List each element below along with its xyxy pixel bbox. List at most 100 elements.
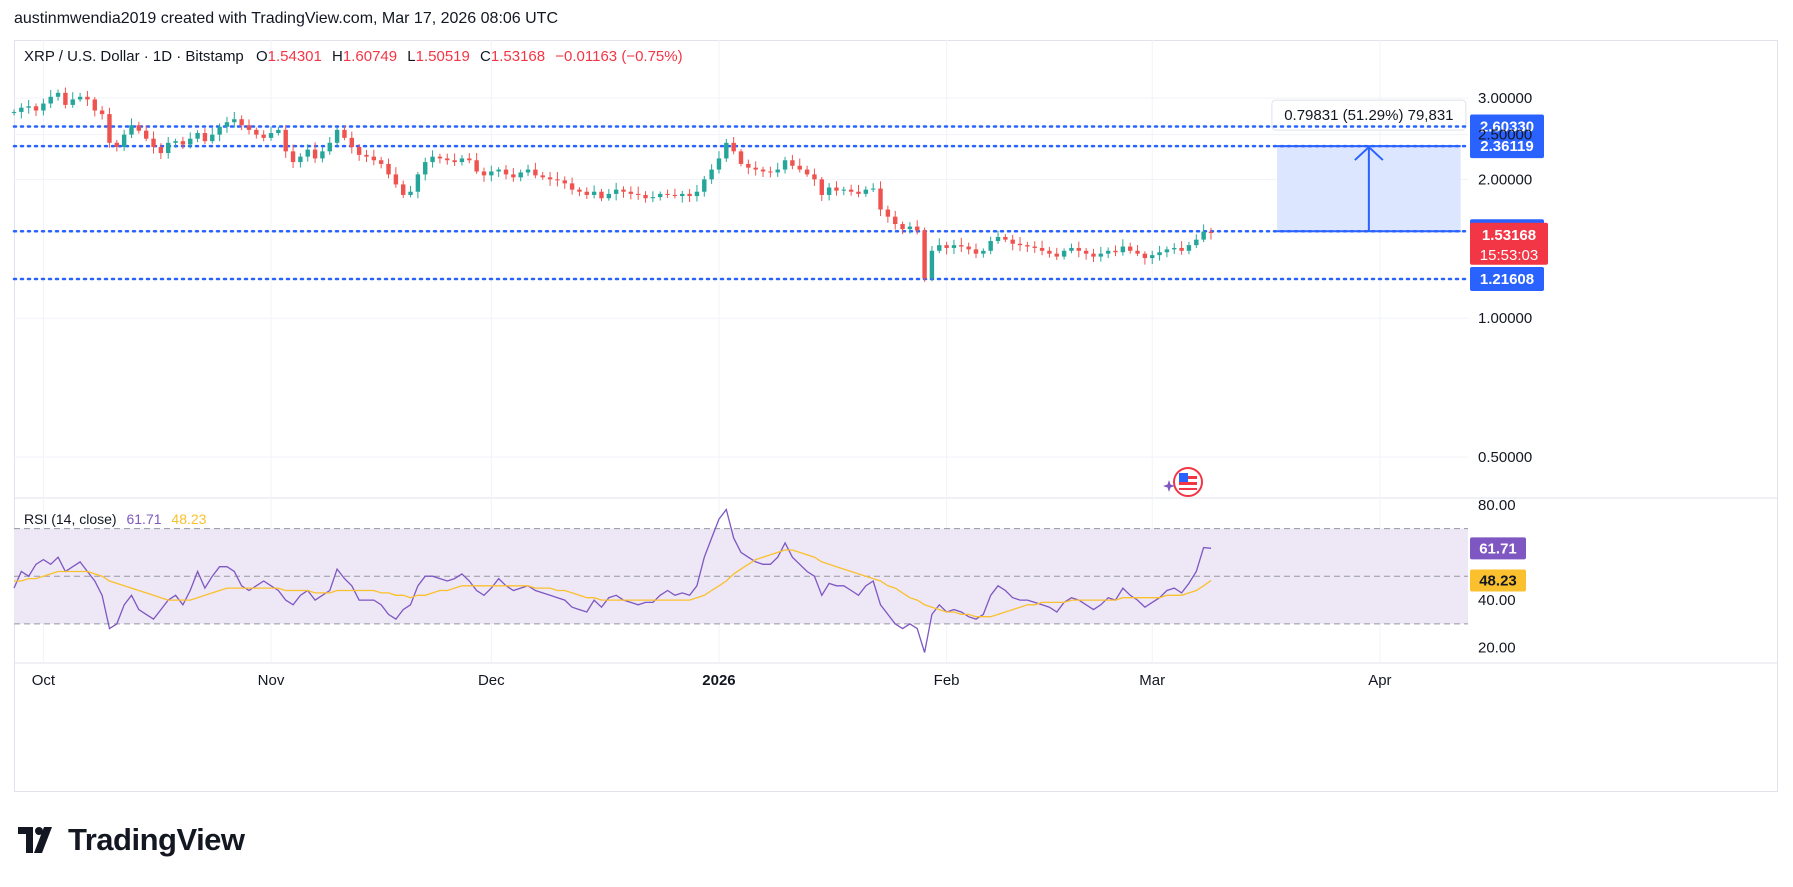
candle-body xyxy=(702,179,707,192)
legend-close-value: 1.53168 xyxy=(491,48,545,65)
candle-body xyxy=(158,147,164,154)
candle-body xyxy=(1113,250,1118,253)
candle-body xyxy=(320,151,325,159)
candle-body xyxy=(591,191,597,195)
candle-body xyxy=(55,92,61,97)
candle-body xyxy=(775,169,780,173)
candle-body xyxy=(1054,253,1059,257)
candle-body xyxy=(540,175,545,178)
rsi-axis-tick: 80.00 xyxy=(1478,497,1516,514)
candle-body xyxy=(129,125,134,135)
tradingview-logo-text: TradingView xyxy=(68,822,245,857)
candle-body xyxy=(1164,249,1170,253)
candle-body xyxy=(467,158,472,161)
candle-body xyxy=(643,194,648,199)
rsi-ma-legend-value: 48.23 xyxy=(171,511,206,527)
current-price-text: 1.53168 xyxy=(1482,227,1536,244)
candle-body xyxy=(790,160,795,166)
candle-body xyxy=(1061,250,1067,257)
candle-body xyxy=(1186,245,1192,251)
rsi-value-tag-text: 61.71 xyxy=(1479,540,1517,557)
legend: XRP / U.S. Dollar · 1D · Bitstamp O1.543… xyxy=(24,48,683,65)
candle-body xyxy=(922,230,927,279)
candle-body xyxy=(254,129,259,135)
current-price-tag xyxy=(1470,222,1548,265)
chart-canvas[interactable]: 0.79831 (51.29%) 79,831 2.60330 2.36119 1.… xyxy=(0,0,1793,800)
candle-body xyxy=(33,106,39,111)
candle-body xyxy=(114,142,120,148)
candle-body xyxy=(709,169,714,180)
candle-body xyxy=(356,147,362,155)
level-price-tag xyxy=(1470,134,1544,159)
candles-layer xyxy=(11,87,1214,282)
candle-body xyxy=(863,189,869,194)
measure-tool[interactable]: 0.79831 (51.29%) 79,831 xyxy=(1271,99,1467,233)
candle-body xyxy=(621,189,626,192)
candle-body xyxy=(210,134,215,142)
candle-body xyxy=(342,129,347,138)
candle-body xyxy=(489,171,494,176)
candle-body xyxy=(525,169,531,173)
candle-body xyxy=(834,187,839,191)
rsi-line xyxy=(13,508,1212,653)
candle-body xyxy=(143,130,149,139)
price-axis-tick: 2.50000 xyxy=(1478,127,1532,144)
candle-body xyxy=(782,160,788,170)
candle-body xyxy=(599,191,604,199)
candle-body xyxy=(1135,250,1140,254)
time-axis-tick: Nov xyxy=(258,672,285,689)
candle-body xyxy=(437,156,443,159)
candle-body xyxy=(768,171,773,173)
candle-body xyxy=(1194,239,1199,246)
candle-body xyxy=(981,250,986,254)
rsi-ma-line xyxy=(14,549,1212,618)
candle-body xyxy=(283,129,288,152)
legend-open-value: 1.54301 xyxy=(268,48,322,65)
candle-body xyxy=(724,142,729,159)
level-price-tag xyxy=(1470,267,1544,292)
legend-low-label: L xyxy=(407,48,415,65)
candle-body xyxy=(195,133,200,139)
candle-body xyxy=(305,149,310,157)
candle-body xyxy=(1179,247,1184,251)
candle-body xyxy=(988,241,993,251)
candle-body xyxy=(760,169,766,172)
candle-body xyxy=(878,188,883,210)
candle-body xyxy=(334,129,340,143)
candle-body xyxy=(151,138,156,148)
candle-body xyxy=(804,169,810,175)
candle-body xyxy=(606,193,612,199)
us-flag-icon[interactable] xyxy=(1173,467,1203,497)
axis-layer: 3.00000 2.50000 2.00000 1.00000 0.50000 Oct No… xyxy=(32,90,1533,689)
candle-body xyxy=(841,189,847,191)
rsi-band-layer xyxy=(14,528,1468,625)
tradingview-logo[interactable]: TradingView xyxy=(18,822,245,858)
legend-change: −0.01163 (−0.75%) xyxy=(555,48,682,65)
candle-body xyxy=(393,174,399,185)
rsi-axis-tick: 20.00 xyxy=(1478,640,1516,657)
candle-body xyxy=(276,129,281,134)
candle-body xyxy=(408,191,413,195)
candle-body xyxy=(166,142,171,154)
candle-body xyxy=(1120,246,1126,253)
time-axis-tick: Feb xyxy=(934,672,960,689)
time-axis-tick: 2026 xyxy=(702,672,735,689)
candle-body xyxy=(217,126,222,135)
candle-body xyxy=(99,110,105,115)
candle-body xyxy=(386,163,391,175)
measure-arrow-head xyxy=(1354,145,1384,161)
rsi-axis-tick: 40.00 xyxy=(1478,592,1516,609)
candle-body xyxy=(1076,247,1082,251)
rsi-ma-value-tag-text: 48.23 xyxy=(1479,572,1517,589)
candle-body xyxy=(1098,253,1104,257)
candle-body xyxy=(1069,247,1074,251)
candle-body xyxy=(635,193,641,195)
time-axis-tick: Dec xyxy=(478,672,505,689)
level-price-tag-text: 1.21608 xyxy=(1480,271,1534,288)
candle-body xyxy=(1025,245,1030,247)
candle-body xyxy=(268,133,274,138)
candle-body xyxy=(628,191,634,194)
candle-body xyxy=(246,125,252,130)
candle-body xyxy=(1201,231,1206,240)
candle-body xyxy=(966,246,971,250)
